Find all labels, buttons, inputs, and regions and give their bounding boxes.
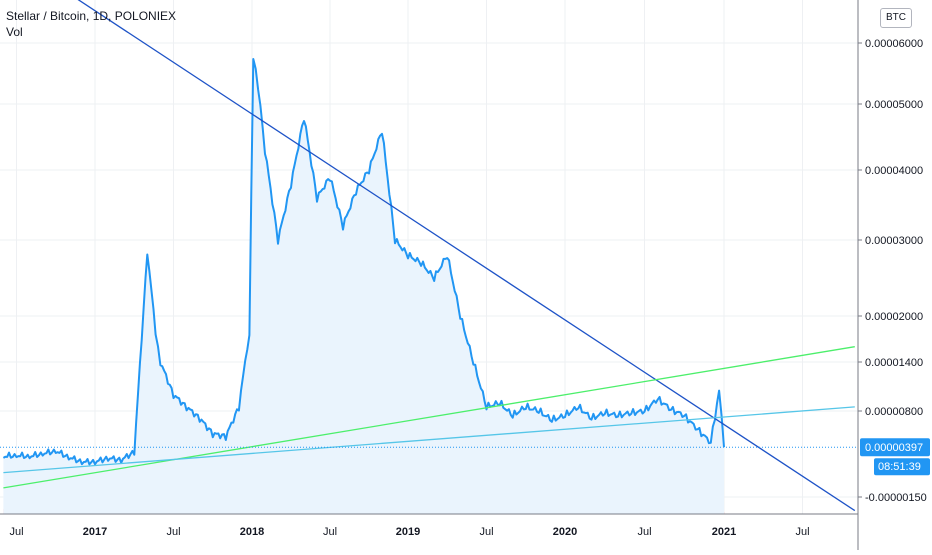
x-tick-label: 2021 bbox=[712, 526, 736, 538]
x-tick-label: Jul bbox=[166, 526, 180, 538]
x-tick-label: 2018 bbox=[240, 526, 264, 538]
countdown-label: 08:51:39 bbox=[878, 461, 921, 473]
trend-lines[interactable] bbox=[0, 0, 856, 512]
y-tick-label: 0.00003000 bbox=[865, 235, 923, 247]
x-tick-label: Jul bbox=[323, 526, 337, 538]
price-area bbox=[3, 59, 724, 514]
y-tick-label: 0.00006000 bbox=[865, 38, 923, 50]
last-price-label: 0.00000397 bbox=[865, 442, 923, 454]
y-tick-label: 0.00005000 bbox=[865, 99, 923, 111]
y-tick-label: -0.00000150 bbox=[865, 492, 927, 504]
currency-badge[interactable]: BTC bbox=[880, 8, 912, 28]
symbol-title[interactable]: Stellar / Bitcoin, 1D, POLONIEX bbox=[6, 9, 177, 23]
last-price-tag bbox=[860, 438, 930, 457]
x-tick-label: Jul bbox=[795, 526, 809, 538]
x-tick-label: 2020 bbox=[553, 526, 577, 538]
x-tick-label: Jul bbox=[637, 526, 651, 538]
countdown-tag bbox=[874, 458, 930, 476]
y-tick-label: 0.00004000 bbox=[865, 165, 923, 177]
y-tick-label: 0.00001400 bbox=[865, 357, 923, 369]
price-area-fill bbox=[3, 59, 724, 514]
x-tick-label: 2017 bbox=[83, 526, 107, 538]
trend-line-cyan[interactable] bbox=[3, 406, 855, 474]
price-line-series bbox=[2, 58, 725, 466]
y-tick-label: 0.00000800 bbox=[865, 406, 923, 418]
trend-line-down[interactable] bbox=[0, 0, 856, 512]
x-tick-label: Jul bbox=[9, 526, 23, 538]
y-tick-label: 0.00002000 bbox=[865, 311, 923, 323]
price-line[interactable] bbox=[2, 58, 725, 466]
volume-label[interactable]: Vol bbox=[6, 25, 23, 39]
chart-legend: Stellar / Bitcoin, 1D, POLONIEX Vol bbox=[6, 8, 176, 40]
trend-line-green[interactable] bbox=[3, 346, 855, 489]
x-tick-label: 2019 bbox=[396, 526, 420, 538]
x-tick-label: Jul bbox=[479, 526, 493, 538]
